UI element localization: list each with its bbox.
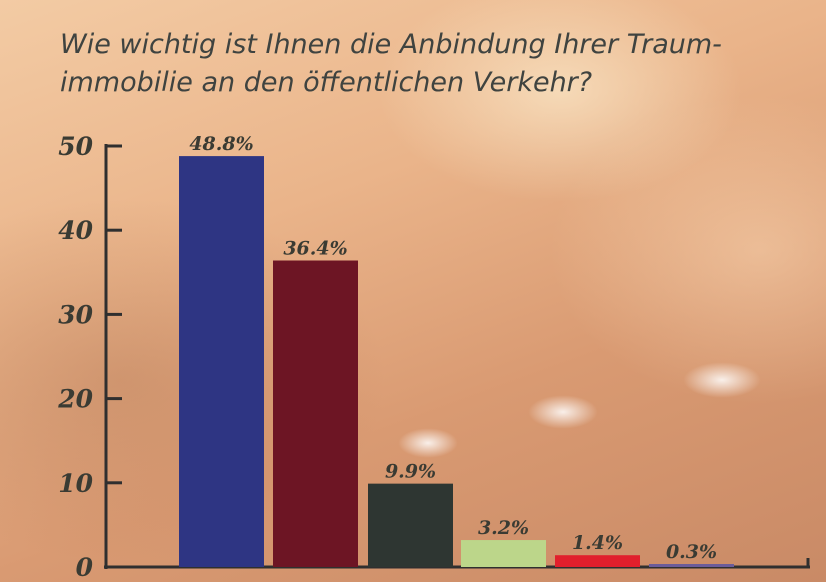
bokeh-light [398,428,458,458]
y-tick-label: 0 [76,553,94,582]
y-tick-label: 30 [58,300,93,329]
bar [368,483,453,567]
bar [461,540,546,567]
data-label: 0.3% [666,541,717,563]
data-label: 48.8% [189,133,253,155]
y-tick-label: 40 [58,216,93,245]
y-tick-label: 20 [57,385,93,414]
data-label: 9.9% [385,461,436,483]
y-tick-label: 10 [58,469,93,498]
bar [273,260,358,567]
bokeh-light [528,395,598,429]
bokeh-light [683,362,761,398]
y-tick-label: 50 [58,132,93,161]
bar [555,555,640,567]
bar [179,156,264,567]
bar [649,564,734,567]
data-label: 36.4% [283,238,347,260]
data-label: 1.4% [572,532,623,554]
data-label: 3.2% [478,517,529,539]
chart-title: Wie wichtig ist Ihnen die Anbindung Ihre… [60,29,722,98]
